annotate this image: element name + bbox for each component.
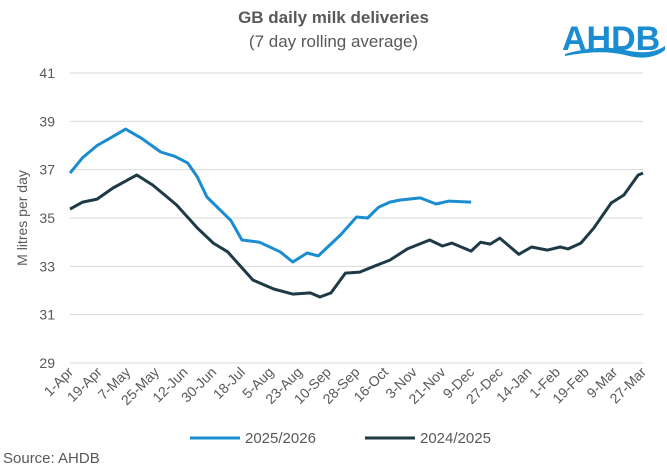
y-tick-label: 37 — [39, 162, 55, 178]
y-tick-label: 29 — [39, 355, 55, 371]
y-tick-label: 35 — [39, 210, 55, 226]
y-tick-label: 41 — [39, 65, 55, 81]
chart-title: GB daily milk deliveries — [238, 8, 429, 27]
chart-subtitle: (7 day rolling average) — [248, 32, 419, 51]
y-tick-label: 33 — [39, 258, 55, 274]
y-tick-label: 39 — [39, 113, 55, 129]
source-note: Source: AHDB — [3, 450, 100, 467]
y-tick-label: 31 — [39, 307, 55, 323]
series-line-2025-2026 — [68, 127, 472, 264]
series-line-2024-2025 — [69, 171, 644, 299]
y-axis-title: M litres per day — [14, 170, 30, 266]
legend-label-2025-2026: 2025/2026 — [245, 430, 316, 447]
ahdb-logo: AHDB — [562, 20, 665, 58]
legend: 2025/2026 2024/2025 — [190, 430, 491, 447]
legend-label-2024-2025: 2024/2025 — [420, 430, 491, 447]
x-tick-label: 18-Jul — [210, 364, 248, 402]
